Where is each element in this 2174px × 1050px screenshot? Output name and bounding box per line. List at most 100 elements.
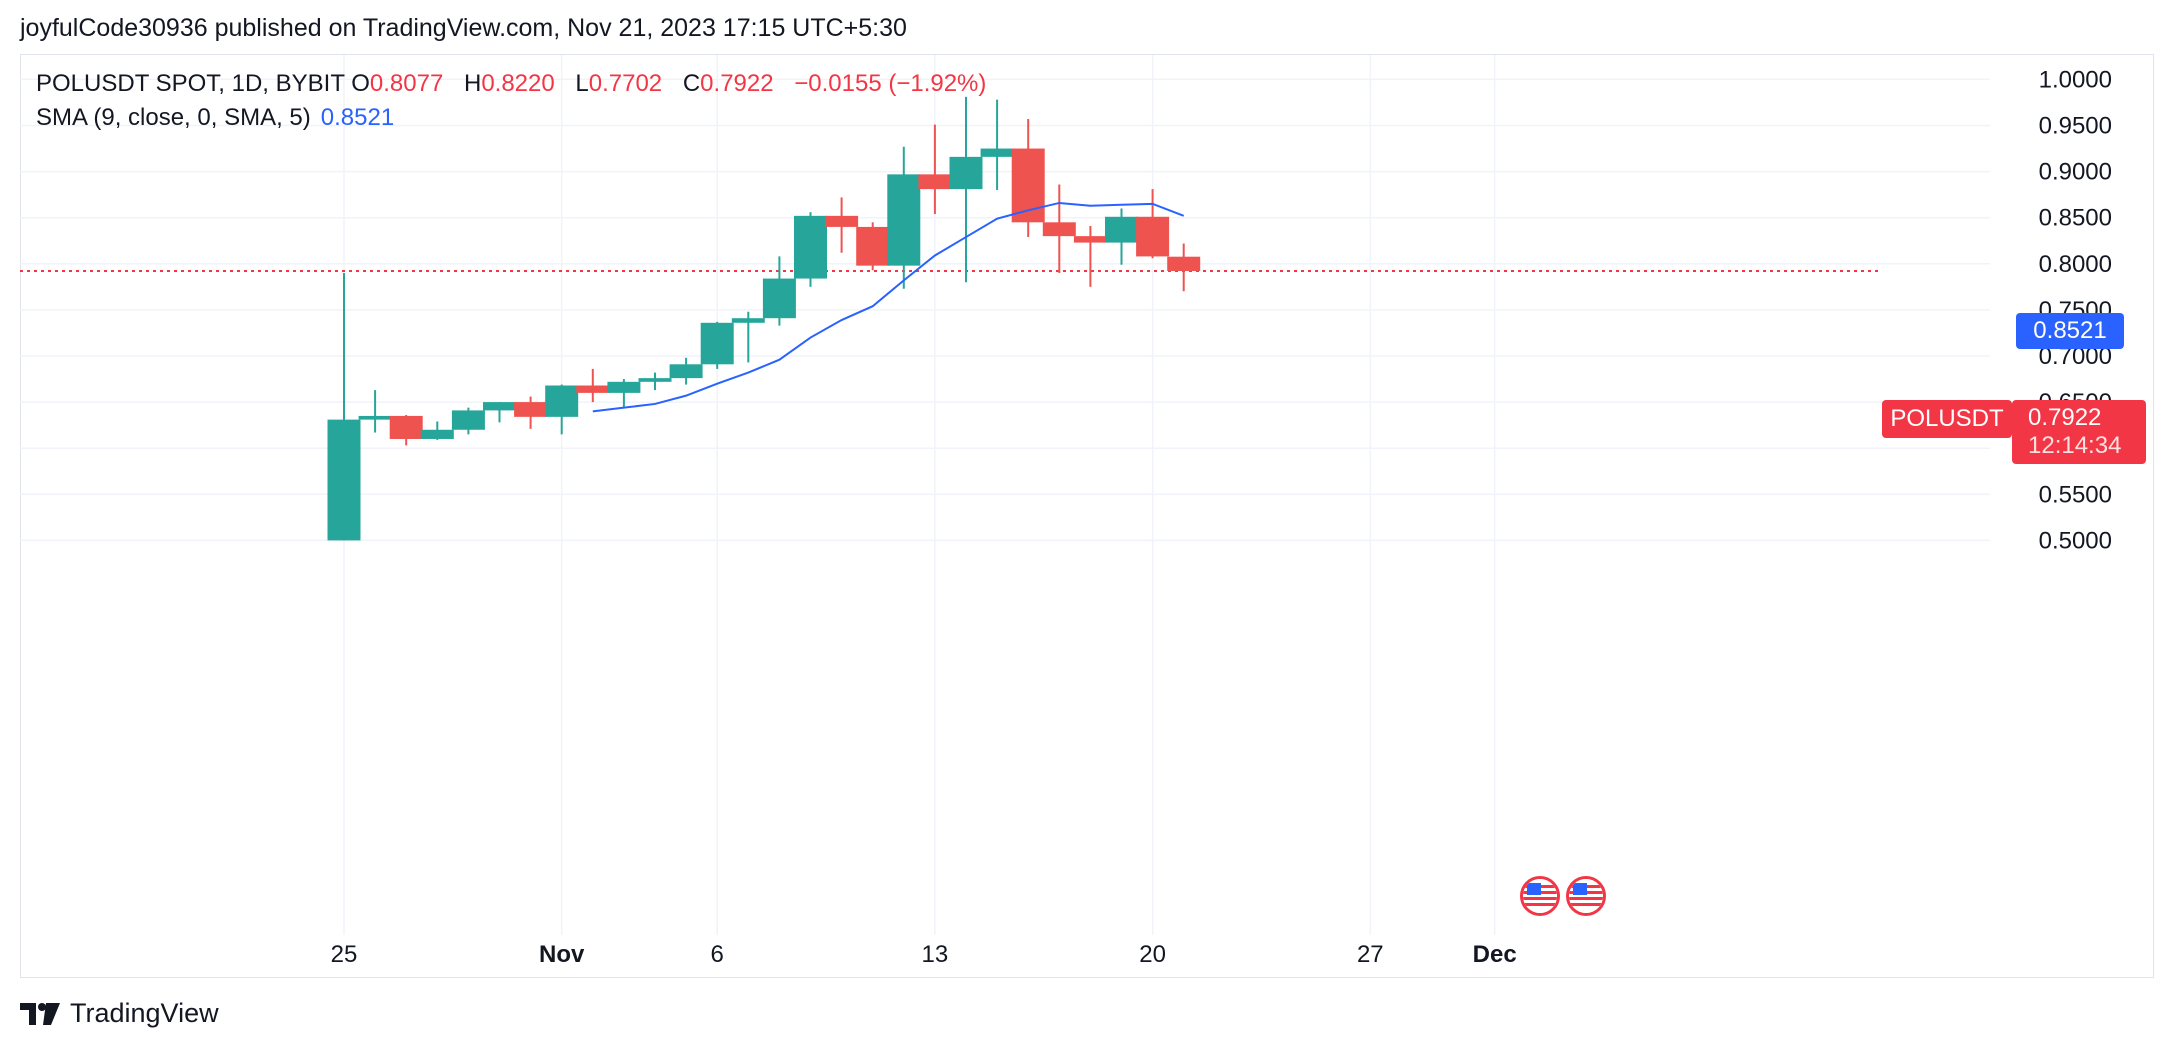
last-price-value: 0.7922 [2028,404,2102,431]
sma-line [592,201,1185,413]
candle-body [856,226,890,266]
candles [327,96,1201,541]
candle-body [918,174,952,190]
x-tick-label: Nov [539,941,585,968]
candle-body [576,385,610,393]
candle[interactable] [389,415,423,446]
sma-value: 0.8521 [320,104,395,131]
candle[interactable] [607,379,641,409]
candle-body [980,148,1014,157]
candle-body [1042,222,1076,237]
candle-body [731,318,765,323]
y-tick-label: 0.9500 [2039,113,2112,140]
us-flag-event-icon[interactable] [1520,876,1560,916]
candle[interactable] [731,311,765,363]
candle[interactable] [1167,243,1201,292]
candle[interactable] [856,222,890,271]
candle[interactable] [949,96,983,283]
candle[interactable] [638,372,672,391]
us-flag-icon [1569,879,1603,913]
y-tick-label: 0.8500 [2039,205,2112,232]
candle[interactable] [1073,225,1107,287]
candle[interactable] [980,99,1014,191]
candle-body [389,415,423,439]
candle[interactable] [1042,184,1076,274]
x-tick-label: 6 [711,941,724,968]
sma-label[interactable]: SMA (9, close, 0, SMA, 5) [36,104,311,131]
ohlc-legend[interactable]: POLUSDT SPOT, 1D, BYBIT O0.8077 H0.8220 … [36,70,1000,98]
candle[interactable] [669,357,703,385]
high-label: H [463,70,482,97]
close-value: 0.7922 [700,70,774,97]
x-tick-label: 13 [922,941,949,968]
candle[interactable] [514,396,548,429]
candle-body [794,215,827,279]
candle-body [420,429,454,439]
us-flag-event-icon-2[interactable] [1566,876,1606,916]
sma-price-tag: 0.8521 [2016,313,2124,349]
chart-grid [20,55,1990,935]
bar-countdown: 12:14:34 [2028,432,2122,459]
candle-body [1167,256,1201,271]
candle[interactable] [483,402,516,423]
candle[interactable] [1105,208,1138,265]
candle[interactable] [700,321,734,369]
tradingview-logo-icon[interactable] [20,1002,60,1025]
candle[interactable] [794,212,827,287]
footer: TradingView [20,998,219,1029]
change-value: −0.0155 (−1.92%) [794,70,987,97]
candle[interactable] [887,146,921,289]
candle-body [949,156,983,190]
sma-legend[interactable]: SMA (9, close, 0, SMA, 5) 0.8521 [36,104,398,132]
x-axis: 25 Nov 6 13 20 27 Dec [331,941,1517,968]
x-tick-label: 20 [1139,941,1166,968]
candle-body [1105,216,1138,243]
candle-body [762,278,796,319]
x-tick-label: 27 [1357,941,1384,968]
candle-body [1136,216,1170,257]
y-tick-label: 0.9000 [2039,159,2112,186]
x-tick-label: Dec [1473,941,1517,968]
last-price-tag: 0.7922 12:14:34 [2012,400,2146,464]
symbol-tag-label: POLUSDT [1890,405,2004,432]
candle[interactable] [420,421,454,440]
sma-tag-value: 0.8521 [2033,317,2107,344]
candle-body [1073,236,1107,243]
y-tick-label: 0.8000 [2039,251,2112,278]
high-value: 0.8220 [481,70,555,97]
y-tick-label: 1.0000 [2039,66,2112,93]
candle-body [638,378,672,382]
candle[interactable] [545,384,579,435]
symbol-price-tag: POLUSDT [1882,400,2012,438]
candle-body [514,402,548,417]
symbol-label[interactable]: POLUSDT SPOT, 1D, BYBIT [36,70,345,97]
candle[interactable] [762,256,796,326]
low-label: L [575,70,589,97]
footer-brand[interactable]: TradingView [70,998,219,1028]
candle[interactable] [451,407,485,435]
candle-body [358,415,392,420]
candle[interactable] [825,197,859,253]
candle-body [887,174,921,266]
candle[interactable] [1136,189,1170,259]
candle-body [825,215,859,227]
candle-body [545,385,579,417]
open-value: 0.8077 [369,70,444,97]
candle-body [700,322,734,365]
candle[interactable] [576,368,610,403]
x-tick-label: 25 [331,941,358,968]
candle[interactable] [358,390,392,433]
y-tick-label: 0.5500 [2039,481,2112,508]
open-label: O [351,70,370,97]
y-tick-label: 0.5000 [2039,527,2112,554]
candle-body [483,402,516,411]
candle-body [451,410,485,430]
y-axis: 1.00000.95000.90000.85000.80000.75000.70… [2039,66,2112,554]
candle[interactable] [918,124,952,215]
us-flag-icon [1523,879,1557,913]
chart-frame [20,54,2154,978]
close-label: C [682,70,701,97]
candle[interactable] [327,273,361,541]
candle[interactable] [1011,119,1045,238]
